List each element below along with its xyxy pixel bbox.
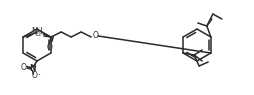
Text: +: + [33, 64, 37, 69]
Text: -: - [38, 71, 40, 77]
Text: N: N [29, 64, 35, 73]
Text: O: O [32, 72, 38, 80]
Text: NH: NH [31, 27, 43, 36]
Text: O: O [21, 63, 26, 72]
Text: O: O [92, 32, 98, 40]
Text: Cl: Cl [34, 31, 41, 37]
Text: O: O [46, 42, 52, 51]
